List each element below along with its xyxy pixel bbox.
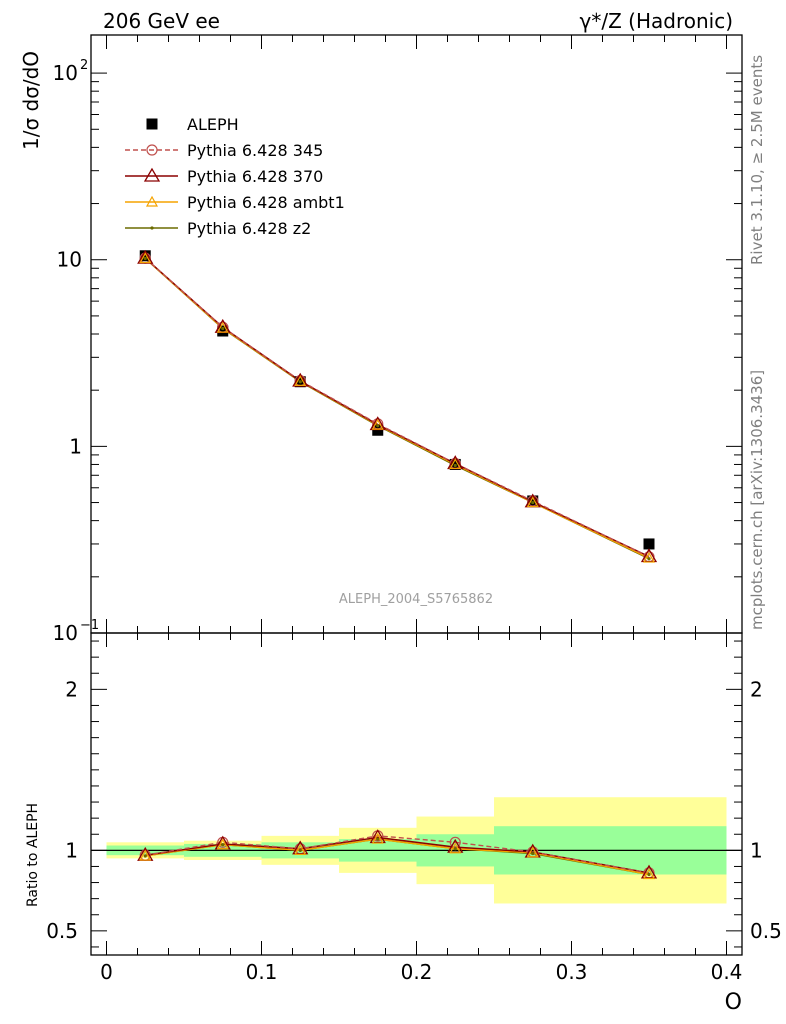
mc-point [526, 496, 539, 508]
mc-point [294, 375, 307, 386]
ratio-point [376, 837, 380, 841]
ratio-point [447, 838, 464, 853]
ratio-point [453, 847, 457, 851]
mc-point [449, 458, 462, 470]
x-tick-label: 0 [100, 960, 113, 984]
ratio-y-axis-label: Ratio to ALEPH [25, 803, 41, 907]
main-series-line [144, 257, 650, 558]
ratio-point [292, 840, 309, 855]
data-point [527, 495, 539, 507]
data-point [643, 538, 655, 550]
legend-entry: Pythia 6.428 370 [187, 167, 323, 186]
ratio-point [640, 864, 658, 879]
ratio-point [221, 843, 225, 847]
x-tick-label: 0.2 [401, 960, 433, 984]
mc-point [137, 249, 154, 264]
legend-entry: Pythia 6.428 ambt1 [187, 193, 345, 212]
mc-point [371, 418, 384, 430]
ratio-point [294, 844, 307, 855]
main-series-line [144, 257, 650, 558]
main-y-tick-label: 1 [69, 434, 82, 458]
ratio-frame [90, 632, 743, 956]
ratio-point [139, 849, 152, 861]
main-y-tick-label: 10 [57, 248, 82, 272]
x-tick-label: 0.1 [246, 960, 278, 984]
legend-marker [146, 144, 158, 156]
mc-point [298, 380, 302, 384]
ratio-panel: 0.5 0.51 12 2 0 0.1 0.2 0.3 0.4 Ratio to ALEPH … [25, 632, 782, 1015]
data-point [372, 424, 384, 436]
ratio-y-tick-label-right: 0.5 [750, 919, 782, 943]
main-y-tick-exponent: −1 [80, 618, 99, 633]
data-point [139, 250, 151, 262]
x-tick-label: 0.4 [711, 960, 743, 984]
ratio-point [531, 851, 535, 856]
x-axis-label: O [725, 990, 742, 1015]
ratio-series-line [145, 835, 650, 874]
main-y-axis-label: 1/σ dσ/dO [19, 51, 43, 150]
rivet-version-label: Rivet 3.1.10, ≥ 2.5M events [748, 55, 766, 265]
main-y-tick-label: 10 [53, 61, 78, 85]
mc-point [143, 256, 147, 261]
mc-point [453, 463, 457, 468]
legend-entry: Pythia 6.428 345 [187, 141, 323, 160]
mc-point [647, 557, 651, 561]
ratio-y-tick-label-right: 2 [750, 677, 763, 701]
legend-marker [150, 226, 154, 230]
mc-point [221, 326, 225, 331]
mc-point [216, 321, 229, 333]
ratio-point [642, 868, 656, 880]
ratio-point [371, 832, 384, 844]
ratio-point [526, 846, 539, 858]
legend-marker [145, 195, 159, 207]
main-y-tick-exponent: 2 [80, 58, 88, 73]
ratio-point [647, 872, 651, 877]
ratio-point [298, 848, 302, 852]
mc-point [642, 551, 656, 563]
main-series-line [144, 258, 650, 560]
x-tick-label: 0.3 [556, 960, 588, 984]
ratio-y-tick-label-right: 1 [750, 838, 763, 862]
ratio-point [369, 829, 386, 844]
legend-marker [143, 167, 161, 182]
legend-entry: ALEPH [187, 115, 239, 134]
main-y-tick-label: 10 [53, 621, 78, 645]
mc-point [531, 500, 535, 505]
legend-entry: Pythia 6.428 z2 [187, 219, 311, 238]
data-point [217, 325, 229, 337]
legend-marker [146, 118, 158, 130]
analysis-label: ALEPH_2004_S5765862 [339, 592, 493, 607]
header-left-label: 206 GeV ee [103, 9, 220, 33]
mc-point [292, 372, 309, 387]
main-series-line [144, 258, 650, 559]
ratio-y-tick-label: 2 [65, 677, 78, 701]
ratio-point [449, 842, 462, 854]
legend: ALEPH Pythia 6.428 345 Pythia 6.428 370 Pyt… [125, 115, 345, 238]
mc-point [139, 252, 152, 264]
ratio-y-tick-label: 1 [65, 838, 78, 862]
mcplots-site-label: mcplots.cern.ch [arXiv:1306.3436] [748, 370, 766, 630]
ratio-y-tick-label: 0.5 [46, 919, 78, 943]
ratio-point [143, 854, 147, 858]
mc-point [376, 424, 380, 428]
header-right-label: γ*/Z (Hadronic) [580, 9, 733, 33]
ratio-point [216, 838, 229, 850]
